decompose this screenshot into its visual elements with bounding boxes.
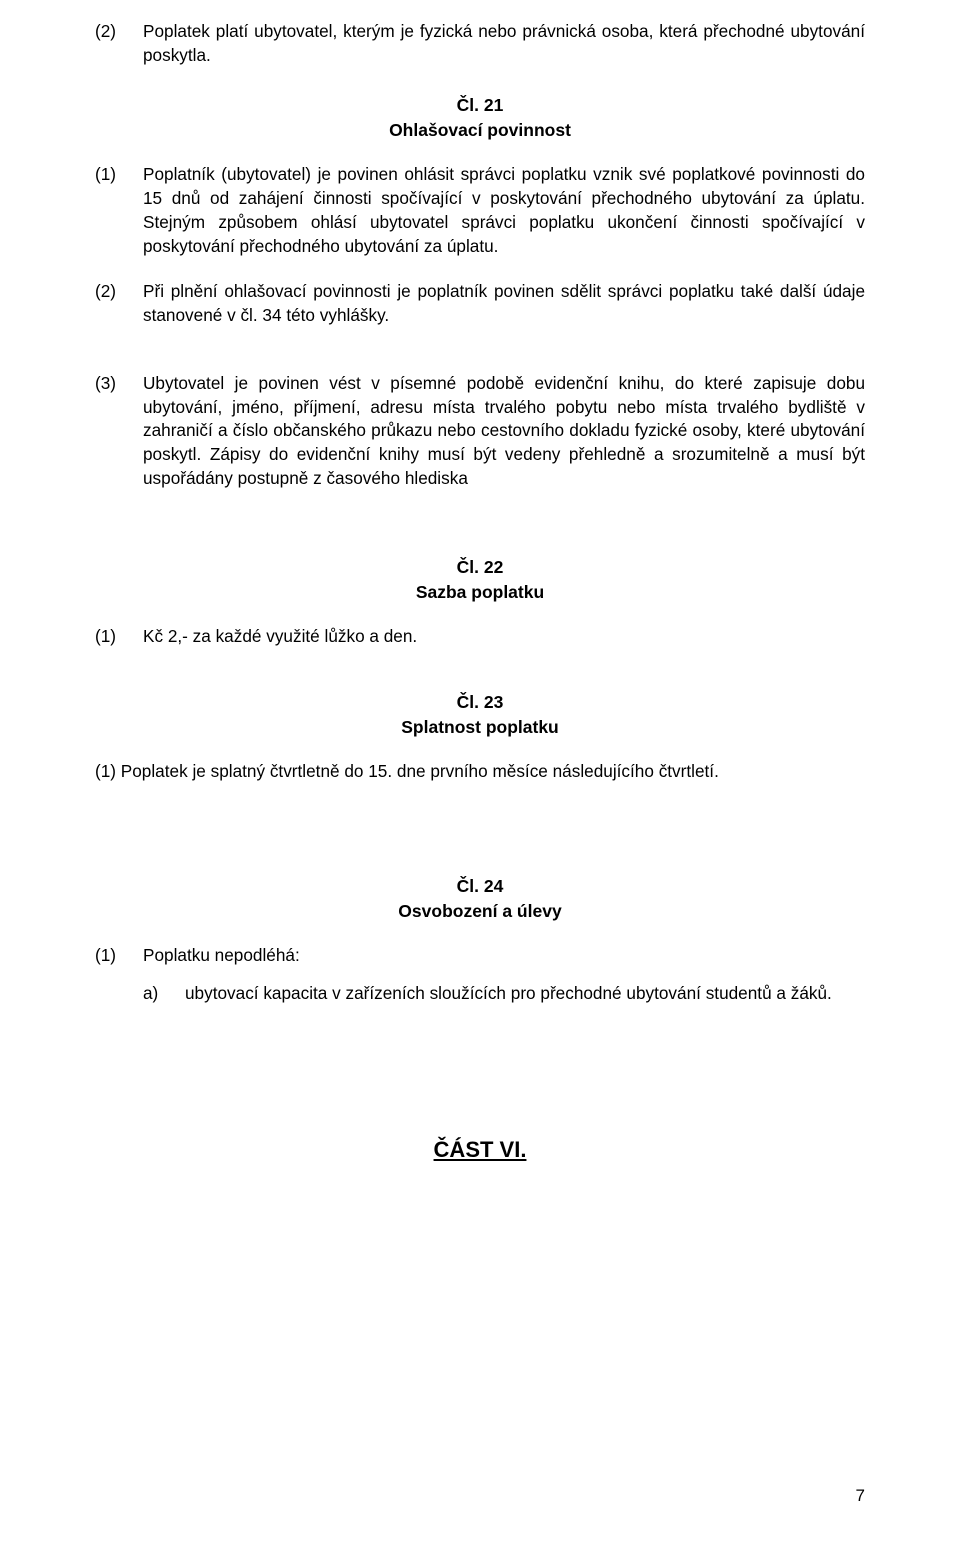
para-number: (2) (95, 20, 143, 67)
part-6-heading: ČÁST VI. (95, 1137, 865, 1163)
para-number: (3) (95, 372, 143, 491)
para-text: Poplatek platí ubytovatel, kterým je fyz… (143, 20, 865, 67)
para-number: (1) (95, 625, 143, 649)
para-text: Poplatník (ubytovatel) je povinen ohlási… (143, 163, 865, 258)
article-22-heading: Čl. 22 (95, 557, 865, 578)
article-22-title: Sazba poplatku (95, 582, 865, 603)
para-number: (1) (95, 944, 143, 968)
article-21-title: Ohlašovací povinnost (95, 120, 865, 141)
para-2-top: (2) Poplatek platí ubytovatel, kterým je… (95, 20, 865, 67)
art24-subitem-a: a) ubytovací kapacita v zařízeních slouž… (143, 982, 865, 1006)
art24-para-1: (1) Poplatku nepodléhá: (95, 944, 865, 968)
para-text: Ubytovatel je povinen vést v písemné pod… (143, 372, 865, 491)
article-24-title: Osvobození a úlevy (95, 901, 865, 922)
article-24-heading: Čl. 24 (95, 876, 865, 897)
para-text: Kč 2,- za každé využité lůžko a den. (143, 625, 865, 649)
article-23-title: Splatnost poplatku (95, 717, 865, 738)
page-number: 7 (856, 1486, 865, 1506)
art21-para-3: (3) Ubytovatel je povinen vést v písemné… (95, 372, 865, 491)
art21-para-2: (2) Při plnění ohlašovací povinnosti je … (95, 280, 865, 327)
para-text: Poplatku nepodléhá: (143, 944, 865, 968)
para-number: (2) (95, 280, 143, 327)
art22-para-1: (1) Kč 2,- za každé využité lůžko a den. (95, 625, 865, 649)
para-number: (1) (95, 163, 143, 258)
document-page: (2) Poplatek platí ubytovatel, kterým je… (0, 0, 960, 1163)
article-23-heading: Čl. 23 (95, 692, 865, 713)
subitem-label: a) (143, 982, 185, 1006)
para-text: Při plnění ohlašovací povinnosti je popl… (143, 280, 865, 327)
art23-para-1: (1) Poplatek je splatný čtvrtletně do 15… (95, 760, 865, 784)
art21-para-1: (1) Poplatník (ubytovatel) je povinen oh… (95, 163, 865, 258)
subitem-text: ubytovací kapacita v zařízeních sloužící… (185, 982, 865, 1006)
article-21-heading: Čl. 21 (95, 95, 865, 116)
